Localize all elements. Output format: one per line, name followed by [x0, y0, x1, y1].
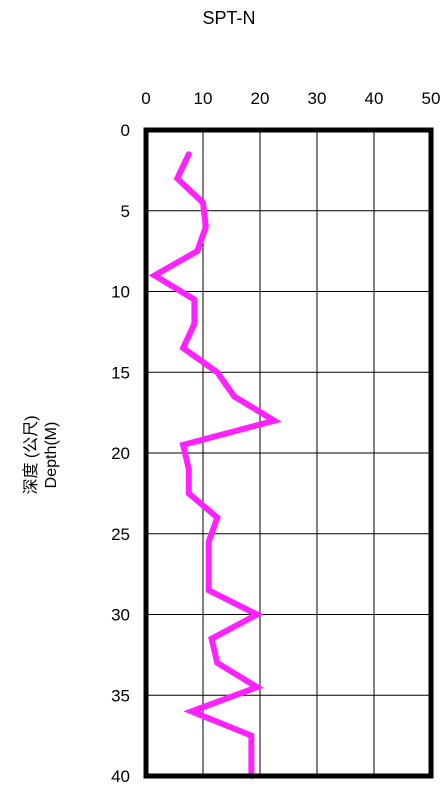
x-tick-label-10: 10	[194, 89, 213, 108]
data-point-4	[196, 250, 198, 252]
data-point-13	[188, 468, 190, 470]
x-tick-label-0: 0	[141, 89, 150, 108]
y-tick-labels: 0 5 10 15 20 25 30 35 40	[111, 121, 130, 786]
y-axis-label-zh: 深度 (公尺)	[22, 415, 40, 494]
data-point-7	[193, 323, 195, 325]
data-point-0	[188, 153, 190, 155]
data-point-11	[273, 420, 275, 422]
data-point-24	[250, 735, 252, 737]
data-point-1	[176, 177, 178, 179]
data-point-19	[256, 614, 258, 615]
y-tick-label-40: 40	[111, 767, 130, 786]
x-tick-label-30: 30	[308, 89, 327, 108]
x-tick-labels: 0 10 20 30 40 50	[141, 89, 440, 108]
data-point-23	[191, 710, 193, 712]
y-tick-label-15: 15	[111, 363, 130, 382]
y-tick-label-30: 30	[111, 606, 130, 625]
data-point-21	[216, 662, 218, 664]
data-point-6	[193, 299, 195, 301]
grid	[145, 129, 432, 777]
y-tick-label-35: 35	[111, 686, 130, 705]
data-point-10	[233, 395, 235, 397]
data-point-9	[216, 371, 218, 373]
data-point-17	[208, 565, 210, 567]
spt-n-series-line-0	[148, 151, 282, 779]
data-point-3	[205, 226, 207, 228]
y-tick-label-25: 25	[111, 525, 130, 544]
data-point-15	[216, 517, 218, 519]
y-axis-label-en: Depth(M)	[43, 422, 60, 489]
plot-frame	[143, 127, 434, 779]
y-tick-label-20: 20	[111, 444, 130, 463]
data-point-22	[256, 686, 258, 688]
data-point-8	[182, 347, 184, 349]
series-layer	[148, 151, 282, 779]
data-point-14	[188, 492, 190, 494]
y-tick-label-10: 10	[111, 283, 130, 302]
y-tick-label-0: 0	[121, 121, 130, 140]
data-point-2	[202, 202, 204, 204]
x-tick-label-40: 40	[365, 89, 384, 108]
x-tick-label-50: 50	[422, 89, 441, 108]
chart-title: SPT-N	[202, 8, 255, 28]
data-point-20	[211, 638, 213, 640]
x-tick-label-20: 20	[251, 89, 270, 108]
data-point-18	[208, 589, 210, 591]
y-axis-label: 深度 (公尺) Depth(M)	[22, 415, 60, 494]
data-point-5	[154, 274, 156, 276]
data-point-12	[182, 444, 184, 446]
data-point-25	[250, 759, 252, 761]
y-tick-label-5: 5	[121, 202, 130, 221]
data-point-16	[208, 541, 210, 543]
